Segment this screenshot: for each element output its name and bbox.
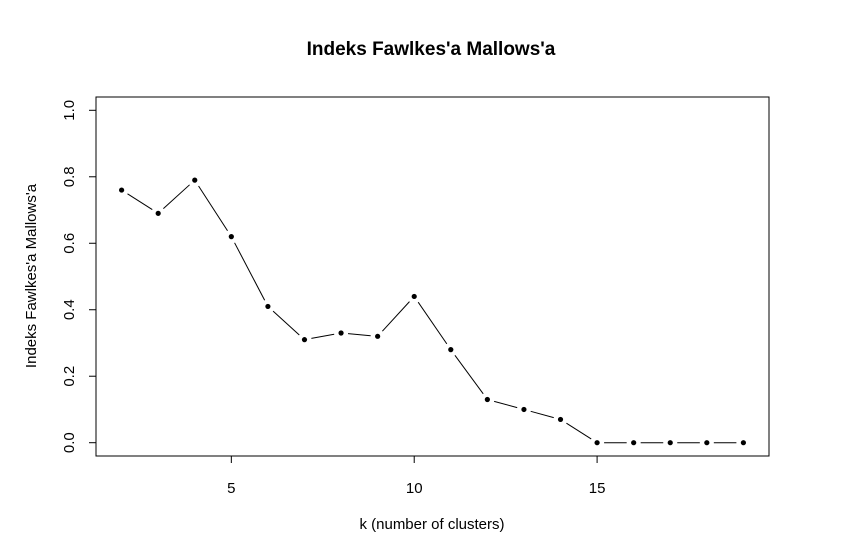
y-tick-label: 0.4 — [61, 299, 78, 320]
series-segment — [381, 301, 410, 332]
x-tick-label: 10 — [406, 480, 423, 497]
x-axis-label: k (number of clusters) — [359, 516, 504, 533]
series-segment — [530, 410, 554, 419]
data-point — [375, 333, 381, 339]
series-segment — [234, 242, 266, 301]
data-point — [411, 293, 417, 300]
x-tick-label: 5 — [227, 480, 235, 497]
series-segment — [127, 193, 153, 211]
y-tick-label: 1.0 — [61, 100, 78, 121]
data-point — [119, 187, 125, 193]
y-tick-label: 0.8 — [61, 166, 78, 187]
y-tick-label: 0.0 — [61, 432, 78, 453]
series-segment — [417, 301, 448, 345]
series-segment — [347, 333, 371, 337]
data-point — [228, 234, 234, 240]
data-point — [704, 440, 710, 446]
data-point — [740, 440, 746, 446]
y-tick-label: 0.2 — [61, 366, 78, 387]
series-segment — [454, 354, 484, 395]
data-point — [557, 416, 564, 423]
series-points — [119, 177, 746, 446]
x-tick-label: 15 — [589, 480, 606, 497]
series-segment — [493, 400, 518, 409]
chart-title: Indeks Fawlkes'a Mallows'a — [307, 39, 556, 60]
y-axis-label: Indeks Fawlkes'a Mallows'a — [23, 183, 40, 368]
y-tick-label: 0.6 — [61, 233, 78, 254]
series-segment — [566, 422, 592, 440]
series-segment — [163, 184, 190, 210]
series-segment — [272, 310, 300, 336]
data-point — [192, 177, 198, 183]
data-point — [301, 337, 308, 343]
y-axis: 0.0 0.2 0.4 0.6 0.8 1.0 — [61, 100, 97, 453]
series-segment — [311, 333, 335, 339]
plot-box — [95, 96, 770, 457]
data-point — [155, 210, 161, 216]
series-segment — [198, 185, 228, 232]
data-point — [265, 303, 271, 310]
data-point — [631, 440, 637, 446]
data-point — [484, 396, 490, 403]
data-point — [521, 406, 527, 413]
data-point — [594, 440, 600, 446]
x-axis: 5 10 15 — [227, 455, 606, 497]
series-lines — [127, 184, 737, 444]
data-point — [338, 330, 344, 336]
data-point — [448, 347, 454, 353]
data-point — [667, 440, 673, 446]
